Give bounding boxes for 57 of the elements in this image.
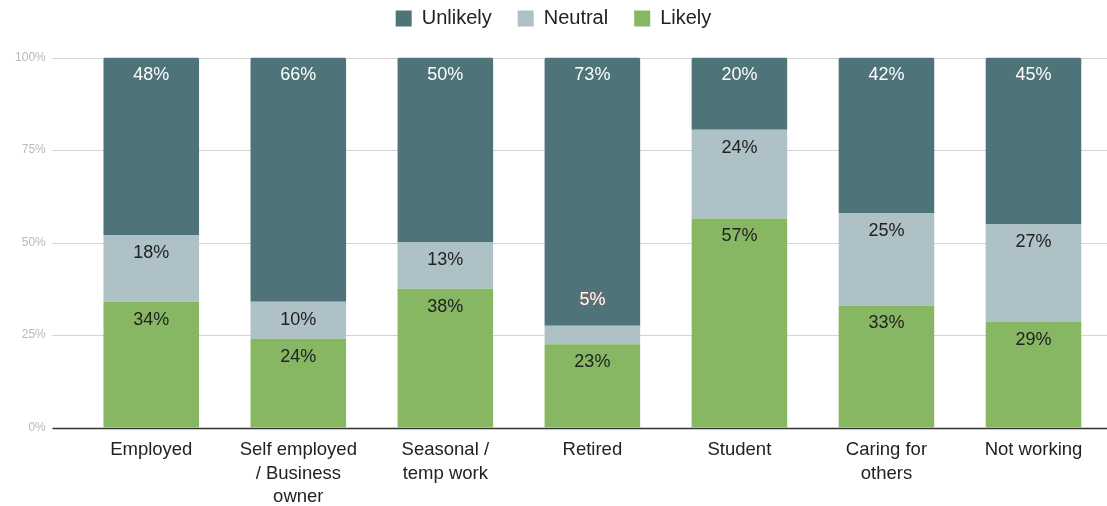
data-label: 20% — [721, 64, 758, 85]
y-tick-label: 25% — [21, 327, 47, 342]
data-label: 24% — [721, 136, 758, 157]
x-tick-label: Seasonal / temp work — [401, 438, 490, 483]
data-label: 25% — [868, 219, 905, 240]
y-tick-label: 75% — [21, 142, 47, 157]
bar — [985, 322, 1082, 428]
bar — [250, 57, 347, 302]
bar — [985, 57, 1082, 224]
data-label: 33% — [868, 312, 905, 333]
data-label: 38% — [427, 295, 464, 316]
bar — [985, 224, 1082, 323]
x-tick-label: Employed — [110, 438, 193, 460]
x-tick-label: Not working — [984, 438, 1083, 460]
x-tick-label: Caring for others — [845, 438, 928, 483]
legend-label: Unlikely — [421, 6, 492, 29]
data-label: 24% — [280, 345, 317, 366]
bar — [544, 344, 641, 428]
bar — [544, 325, 641, 345]
data-label: 29% — [1015, 329, 1052, 350]
data-label: 45% — [1015, 64, 1052, 85]
data-label: 57% — [721, 225, 758, 246]
x-tick-label: Retired — [562, 438, 623, 460]
x-tick-label: Self employed / Business owner — [239, 438, 357, 506]
bar — [691, 218, 788, 428]
data-label: 27% — [1015, 230, 1052, 251]
data-label: 10% — [280, 308, 317, 329]
y-tick-label: 100% — [15, 49, 47, 64]
data-label: 18% — [133, 242, 170, 263]
bar — [397, 288, 494, 428]
data-label: 66% — [280, 64, 317, 85]
legend-label: Neutral — [543, 6, 609, 29]
data-label: 73% — [574, 64, 611, 85]
x-tick-label: Student — [707, 438, 772, 460]
bar — [691, 57, 788, 130]
y-tick-label: 0% — [28, 419, 47, 434]
y-tick-label: 50% — [21, 234, 47, 249]
data-label: 42% — [868, 64, 905, 85]
bar — [397, 242, 494, 289]
bar — [103, 235, 200, 302]
bar — [397, 57, 494, 243]
data-label: 5% — [579, 288, 606, 309]
bar — [250, 338, 347, 428]
bar — [838, 212, 935, 306]
bar — [838, 305, 935, 428]
bar — [103, 57, 200, 236]
bar — [838, 57, 935, 213]
bar — [103, 301, 200, 428]
legend-label: Likely — [660, 6, 712, 29]
data-label: 23% — [574, 351, 611, 372]
data-label: 48% — [133, 64, 170, 85]
bar — [691, 129, 788, 219]
data-label: 13% — [427, 249, 464, 270]
bar — [544, 57, 641, 326]
bar — [250, 301, 347, 339]
data-label: 50% — [427, 64, 464, 85]
data-label: 34% — [133, 308, 170, 329]
